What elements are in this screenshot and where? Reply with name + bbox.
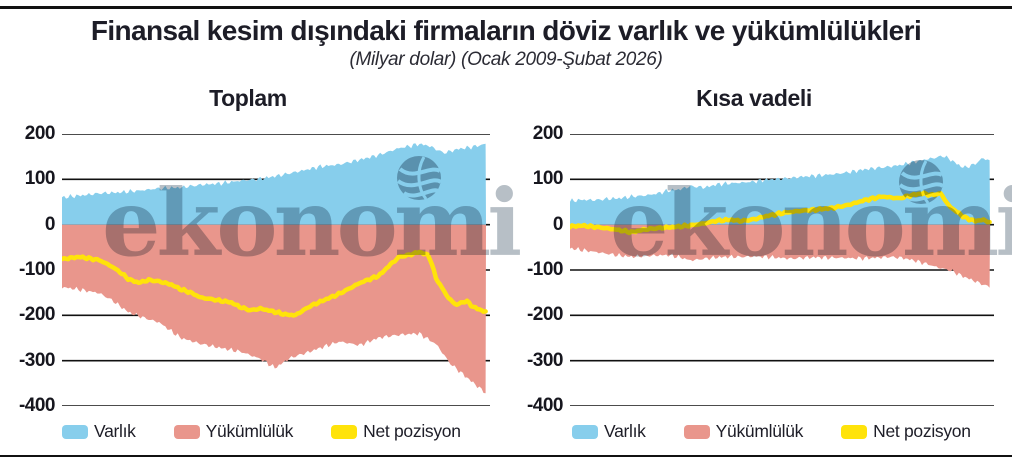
legend-label: Yükümlülük — [205, 421, 294, 441]
legend-kisa-vadeli: Varlık Yükümlülük Net pozisyon — [572, 421, 971, 442]
page-title: Finansal kesim dışındaki firmaların dövi… — [90, 15, 922, 46]
y-axis-right: 200 100 0 -100 -200 -300 -400 — [506, 123, 564, 416]
y-tick-label: -300 — [18, 349, 56, 371]
y-tick-label: 200 — [24, 123, 56, 144]
legend-item-net-pozisyon: Net pozisyon — [841, 421, 971, 442]
yukumluluk-swatch — [173, 424, 200, 439]
y-tick-label: -300 — [526, 349, 564, 371]
y-tick-label: 200 — [532, 123, 564, 144]
bottom-rule — [0, 455, 1012, 457]
y-tick-label: 0 — [552, 213, 564, 235]
net-pozisyon-swatch — [331, 424, 358, 439]
y-tick-label: -200 — [526, 304, 564, 326]
y-tick-label: -200 — [18, 304, 56, 326]
legend-item-varlik: Varlık — [62, 421, 136, 442]
legend-label: Varlık — [604, 421, 646, 441]
y-tick-label: -400 — [18, 395, 56, 416]
legend-item-varlik: Varlık — [572, 421, 646, 442]
legend-toplam: Varlık Yükümlülük Net pozisyon — [62, 421, 461, 442]
short-term-chart-plot — [570, 134, 994, 406]
y-tick-label: -100 — [18, 259, 56, 280]
varlik-swatch — [572, 424, 598, 439]
varlik-swatch — [62, 424, 88, 439]
legend-label: Net pozisyon — [873, 421, 971, 441]
top-rule — [0, 6, 1012, 9]
y-tick-label: 100 — [24, 168, 56, 190]
panel-title-toplam: Toplam — [209, 85, 287, 111]
y-tick-label: -400 — [526, 395, 564, 416]
y-tick-label: -100 — [526, 259, 564, 280]
y-axis-left: 200 100 0 -100 -200 -300 -400 — [0, 123, 56, 416]
yukumluluk-swatch — [683, 424, 710, 439]
y-tick-label: 0 — [44, 213, 56, 235]
legend-item-yukumluluk: Yükümlülük — [683, 421, 804, 442]
page-subtitle: (Milyar dolar) (Ocak 2009-Şubat 2026) — [349, 49, 663, 70]
legend-label: Yükümlülük — [715, 421, 804, 441]
y-tick-label: 100 — [532, 168, 564, 190]
panel-title-kisa-vadeli: Kısa vadeli — [696, 85, 812, 111]
legend-label: Net pozisyon — [363, 421, 461, 441]
net-pozisyon-swatch — [841, 424, 868, 439]
legend-item-net-pozisyon: Net pozisyon — [331, 421, 461, 442]
legend-label: Varlık — [94, 421, 136, 441]
legend-item-yukumluluk: Yükümlülük — [173, 421, 294, 442]
total-chart-plot — [62, 134, 490, 406]
